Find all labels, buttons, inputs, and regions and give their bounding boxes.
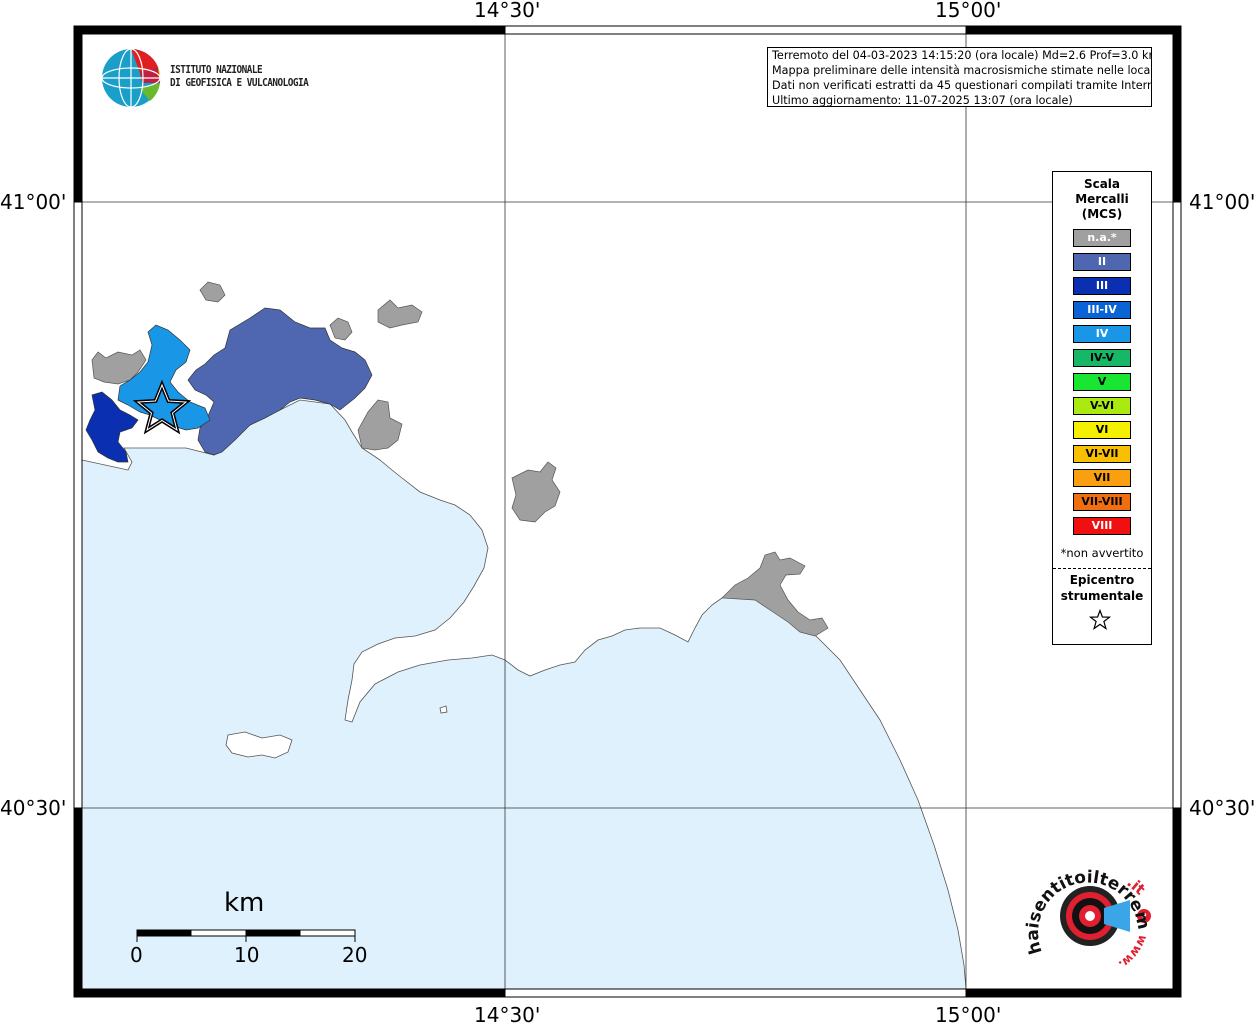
- legend-title-1: Scala: [1083, 177, 1121, 191]
- scale-tick-0: 0: [130, 943, 143, 967]
- question-icon: ?: [1141, 912, 1147, 923]
- legend-divider: [1053, 568, 1151, 569]
- right-lat-label-1: 41°00': [1189, 190, 1254, 214]
- mcs-legend: Scala Mercalli (MCS) n.a.* II III III-IV IV I…: [1052, 171, 1152, 645]
- legend-item-vi-vii: VI-VII: [1073, 445, 1131, 463]
- top-lon-label-2: 15°00': [935, 0, 1002, 22]
- legend-epicentre-2: strumentale: [1060, 589, 1144, 603]
- legend-item-iv-v: IV-V: [1073, 349, 1131, 367]
- ingv-logo-text: ISTITUTO NAZIONALE DI GEOFISICA E VULCAN…: [170, 63, 309, 89]
- info-line-3: Dati non verificati estratti da 45 quest…: [772, 79, 1152, 92]
- right-lat-label-2: 40°30': [1189, 796, 1254, 820]
- info-line-4: Ultimo aggiornamento: 11-07-2025 13:07 (…: [772, 94, 1073, 107]
- legend-item-n-a-: n.a.*: [1073, 229, 1131, 247]
- map-frame: [73, 25, 1182, 998]
- left-lat-label-2: 40°30': [0, 796, 67, 820]
- globe-icon: [101, 48, 161, 108]
- legend-item-iii-iv: III-IV: [1073, 301, 1131, 319]
- ingv-line-2: DI GEOFISICA E VULCANOLOGIA: [170, 76, 309, 89]
- ingv-logo: ISTITUTO NAZIONALE DI GEOFISICA E VULCAN…: [100, 47, 320, 109]
- legend-note: *non avvertito: [1060, 546, 1144, 560]
- legend-item-iii: III: [1073, 277, 1131, 295]
- left-lat-label-1: 41°00': [0, 190, 67, 214]
- legend-title: Scala Mercalli (MCS): [1053, 177, 1151, 222]
- scale-tick-10: 10: [234, 943, 260, 967]
- star-icon: [1089, 609, 1111, 630]
- legend-title-3: (MCS): [1081, 207, 1123, 221]
- legend-item-viii: VIII: [1073, 517, 1131, 535]
- legend-item-v: V: [1073, 373, 1131, 391]
- haisentito-logo: ? haisentitoilterremoto www. .it: [1020, 850, 1153, 972]
- top-lon-label-1: 14°30': [474, 0, 541, 22]
- legend-item-iv: IV: [1073, 325, 1131, 343]
- legend-item-vii: VII: [1073, 469, 1131, 487]
- scale-bar: [136, 929, 356, 942]
- hs-logo-www: www.: [1116, 933, 1150, 972]
- intensity-ii-area: [187, 307, 373, 456]
- info-line-2: Mappa preliminare delle intensità macros…: [772, 64, 1152, 77]
- svg-text:www.: www.: [1116, 933, 1150, 972]
- unfelt-municipalities: [91, 281, 829, 637]
- islet: [439, 705, 448, 714]
- scale-unit: km: [224, 888, 265, 918]
- legend-epicentre: Epicentro strumentale: [1053, 572, 1151, 604]
- legend-item-v-vi: V-VI: [1073, 397, 1131, 415]
- capri-island: [225, 731, 293, 759]
- legend-title-2: Mercalli: [1075, 192, 1129, 206]
- legend-item-vi: VI: [1073, 421, 1131, 439]
- event-info-box: Terremoto del 04-03-2023 14:15:20 (ora l…: [767, 47, 1152, 107]
- bottom-lon-label-2: 15°00': [935, 1003, 1002, 1027]
- scale-tick-20: 20: [342, 943, 368, 967]
- ingv-line-1: ISTITUTO NAZIONALE: [170, 63, 263, 76]
- bottom-lon-label-1: 14°30': [474, 1003, 541, 1027]
- legend-epicentre-1: Epicentro: [1069, 573, 1135, 587]
- intensity-iii-area: [85, 391, 139, 463]
- legend-item-vii-viii: VII-VIII: [1073, 493, 1131, 511]
- legend-item-ii: II: [1073, 253, 1131, 271]
- info-line-1: Terremoto del 04-03-2023 14:15:20 (ora l…: [772, 49, 1152, 62]
